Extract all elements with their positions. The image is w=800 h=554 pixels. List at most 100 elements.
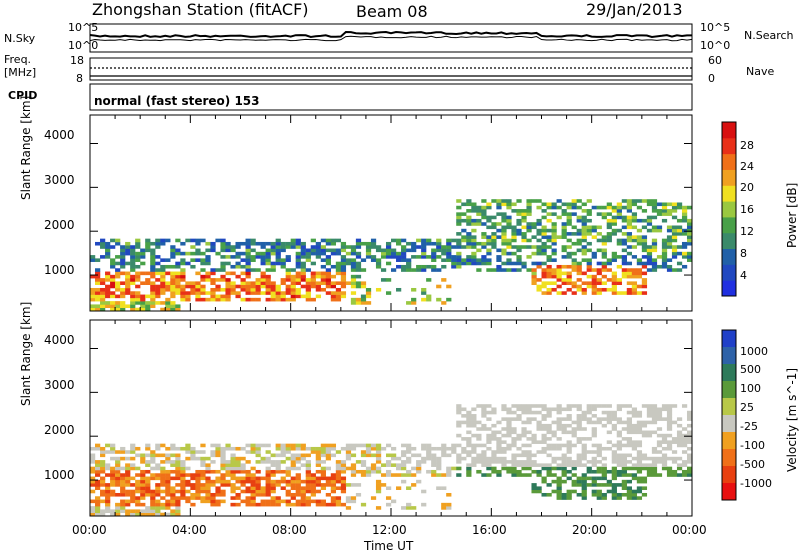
heatmap-cell [571, 291, 577, 295]
heatmap-cell [180, 476, 186, 481]
heatmap-cell [661, 212, 668, 216]
heatmap-cell [145, 248, 151, 253]
heatmap-cell [526, 410, 532, 415]
heatmap-cell [616, 264, 622, 269]
power-cbar-swatch [722, 216, 736, 234]
heatmap-cell [290, 287, 296, 292]
heatmap-cell [426, 238, 432, 243]
heatmap-cell [285, 456, 291, 461]
heatmap-cell [621, 255, 627, 259]
heatmap-cell [506, 215, 512, 220]
heatmap-cell [110, 489, 116, 494]
heatmap-cell [175, 502, 181, 507]
heatmap-cell [105, 287, 111, 292]
heatmap-cell [365, 301, 372, 305]
heatmap-cell [686, 238, 693, 243]
heatmap-cell [360, 463, 367, 467]
heatmap-cell [666, 410, 673, 415]
heatmap-cell [260, 443, 266, 448]
heatmap-cell [671, 235, 678, 239]
heatmap-cell [591, 463, 597, 467]
x-tick-3: 12:00 [372, 523, 407, 537]
heatmap-cell [365, 255, 372, 259]
heatmap-cell [190, 291, 196, 295]
heatmap-cell [360, 284, 367, 289]
heatmap-cell [130, 255, 136, 259]
heatmap-cell [496, 202, 502, 207]
heatmap-cell [566, 446, 572, 451]
heatmap-cell [215, 489, 221, 494]
heatmap-cell [205, 499, 211, 504]
heatmap-cell [556, 199, 562, 203]
heatmap-cell [325, 502, 331, 507]
heatmap-cell [666, 427, 673, 431]
heatmap-cell [105, 483, 111, 487]
heatmap-cell [340, 261, 347, 266]
heatmap-cell [506, 258, 512, 262]
heatmap-cell [315, 453, 321, 458]
heatmap-cell [290, 492, 296, 497]
heatmap-cell [601, 473, 607, 477]
heatmap-cell [576, 483, 582, 487]
heatmap-cell [135, 251, 141, 256]
heatmap-cell [365, 241, 372, 246]
heatmap-cell [220, 446, 226, 451]
heatmap-cell [456, 218, 462, 223]
heatmap-cell [90, 287, 96, 292]
heatmap-cell [165, 479, 171, 484]
heatmap-cell [666, 466, 673, 471]
heatmap-cell [506, 199, 512, 203]
heatmap-cell [290, 486, 296, 490]
heatmap-cell [626, 417, 632, 421]
heatmap-cell [215, 278, 221, 282]
heatmap-cell [165, 473, 171, 477]
heatmap-cell [491, 268, 497, 272]
heatmap-cell [175, 281, 181, 285]
heatmap-cell [295, 453, 301, 458]
heatmap-cell [461, 261, 467, 266]
heatmap-cell [285, 278, 291, 282]
heatmap-cell [426, 446, 432, 451]
heatmap-cell [566, 496, 572, 500]
heatmap-cell [120, 287, 126, 292]
heatmap-cell [666, 235, 673, 239]
heatmap-cell [140, 509, 146, 514]
heatmap-cell [220, 479, 226, 484]
heatmap-cell [611, 410, 617, 415]
heatmap-cell [165, 304, 171, 309]
heatmap-cell [305, 466, 311, 471]
heatmap-cell [616, 430, 622, 435]
heatmap-cell [631, 287, 638, 292]
heatmap-cell [260, 502, 266, 507]
heatmap-cell [150, 241, 156, 246]
heatmap-cell [646, 430, 653, 435]
heatmap-cell [175, 284, 181, 289]
heatmap-cell [310, 245, 316, 249]
heatmap-cell [210, 469, 216, 474]
heatmap-cell [245, 261, 251, 266]
heatmap-cell [501, 456, 507, 461]
heatmap-cell [195, 271, 201, 276]
heatmap-cell [300, 274, 306, 279]
heatmap-cell [305, 499, 311, 504]
heatmap-cell [411, 248, 417, 253]
heatmap-cell [215, 453, 221, 458]
heatmap-cell [160, 258, 166, 262]
heatmap-cell [496, 255, 502, 259]
heatmap-cell [150, 456, 156, 461]
heatmap-cell [240, 483, 246, 487]
heatmap-cell [315, 294, 321, 299]
heatmap-cell [320, 443, 326, 448]
heatmap-cell [120, 245, 126, 249]
heatmap-cell [486, 235, 492, 239]
heatmap-cell [335, 238, 342, 243]
heatmap-cell [250, 450, 256, 454]
heatmap-cell [546, 414, 552, 418]
heatmap-cell [270, 473, 276, 477]
heatmap-cell [551, 212, 557, 216]
heatmap-cell [125, 469, 131, 474]
heatmap-cell [300, 492, 306, 497]
heatmap-cell [616, 255, 622, 259]
heatmap-cell [190, 502, 196, 507]
heatmap-cell [265, 241, 271, 246]
